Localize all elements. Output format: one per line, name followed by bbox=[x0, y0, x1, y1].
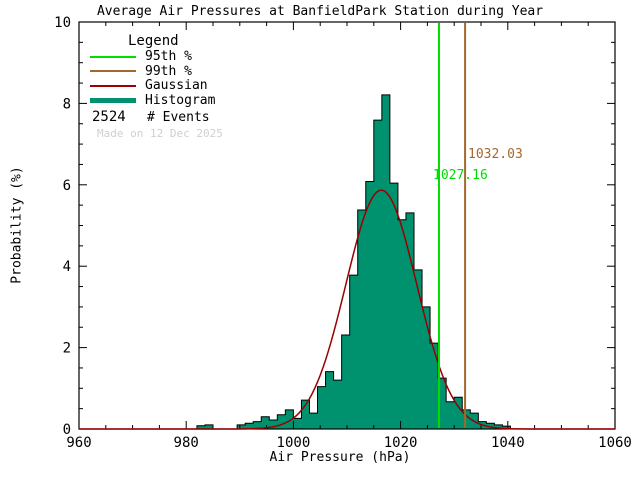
legend: Legend 95th % 99th % Gaussian Histogram … bbox=[90, 33, 240, 140]
y-tick-label: 8 bbox=[63, 96, 71, 112]
y-tick-label: 10 bbox=[54, 15, 71, 31]
x-tick-label: 1040 bbox=[491, 435, 525, 451]
percentile-99-value-label: 1032.03 bbox=[468, 147, 523, 162]
events-label: # Events bbox=[147, 109, 210, 125]
chart-title: Average Air Pressures at BanfieldPark St… bbox=[96, 4, 544, 19]
legend-item-events: 2524 # Events bbox=[90, 109, 240, 125]
legend-swatch-99th-line bbox=[90, 70, 136, 72]
percentile-95-value-label: 1027.16 bbox=[433, 168, 488, 183]
x-tick-label: 1000 bbox=[277, 435, 311, 451]
legend-item-histogram: Histogram bbox=[90, 92, 240, 108]
legend-swatch-gaussian-line bbox=[90, 84, 136, 87]
x-axis-label: Air Pressure (hPa) bbox=[269, 450, 411, 465]
gaussian-curve bbox=[79, 189, 615, 430]
y-axis-label: Probability (%) bbox=[9, 166, 25, 284]
legend-label-99th: 99th % bbox=[145, 63, 192, 79]
x-tick-label: 960 bbox=[66, 435, 91, 451]
made-on-stamp: Made on 12 Dec 2025 bbox=[97, 127, 223, 140]
x-tick-label: 1060 bbox=[598, 435, 632, 451]
legend-swatch-95th-line bbox=[90, 55, 136, 58]
legend-label-gaussian: Gaussian bbox=[145, 78, 208, 93]
x-tick-label: 1020 bbox=[384, 435, 418, 451]
y-tick-label: 6 bbox=[63, 178, 71, 194]
legend-item-95th: 95th % bbox=[90, 49, 240, 64]
legend-label-histogram: Histogram bbox=[145, 92, 216, 108]
y-tick-label: 0 bbox=[63, 422, 71, 438]
legend-title: Legend bbox=[128, 33, 179, 49]
legend-label-95th: 95th % bbox=[145, 49, 192, 64]
y-tick-label: 2 bbox=[63, 341, 71, 357]
legend-swatch-histogram-line bbox=[90, 97, 136, 103]
legend-item-99th: 99th % bbox=[90, 63, 240, 79]
events-count: 2524 bbox=[92, 109, 126, 125]
x-tick-label: 980 bbox=[174, 435, 199, 451]
histogram-bars bbox=[79, 94, 615, 430]
y-tick-label: 4 bbox=[63, 259, 71, 275]
legend-item-gaussian: Gaussian bbox=[90, 78, 240, 93]
